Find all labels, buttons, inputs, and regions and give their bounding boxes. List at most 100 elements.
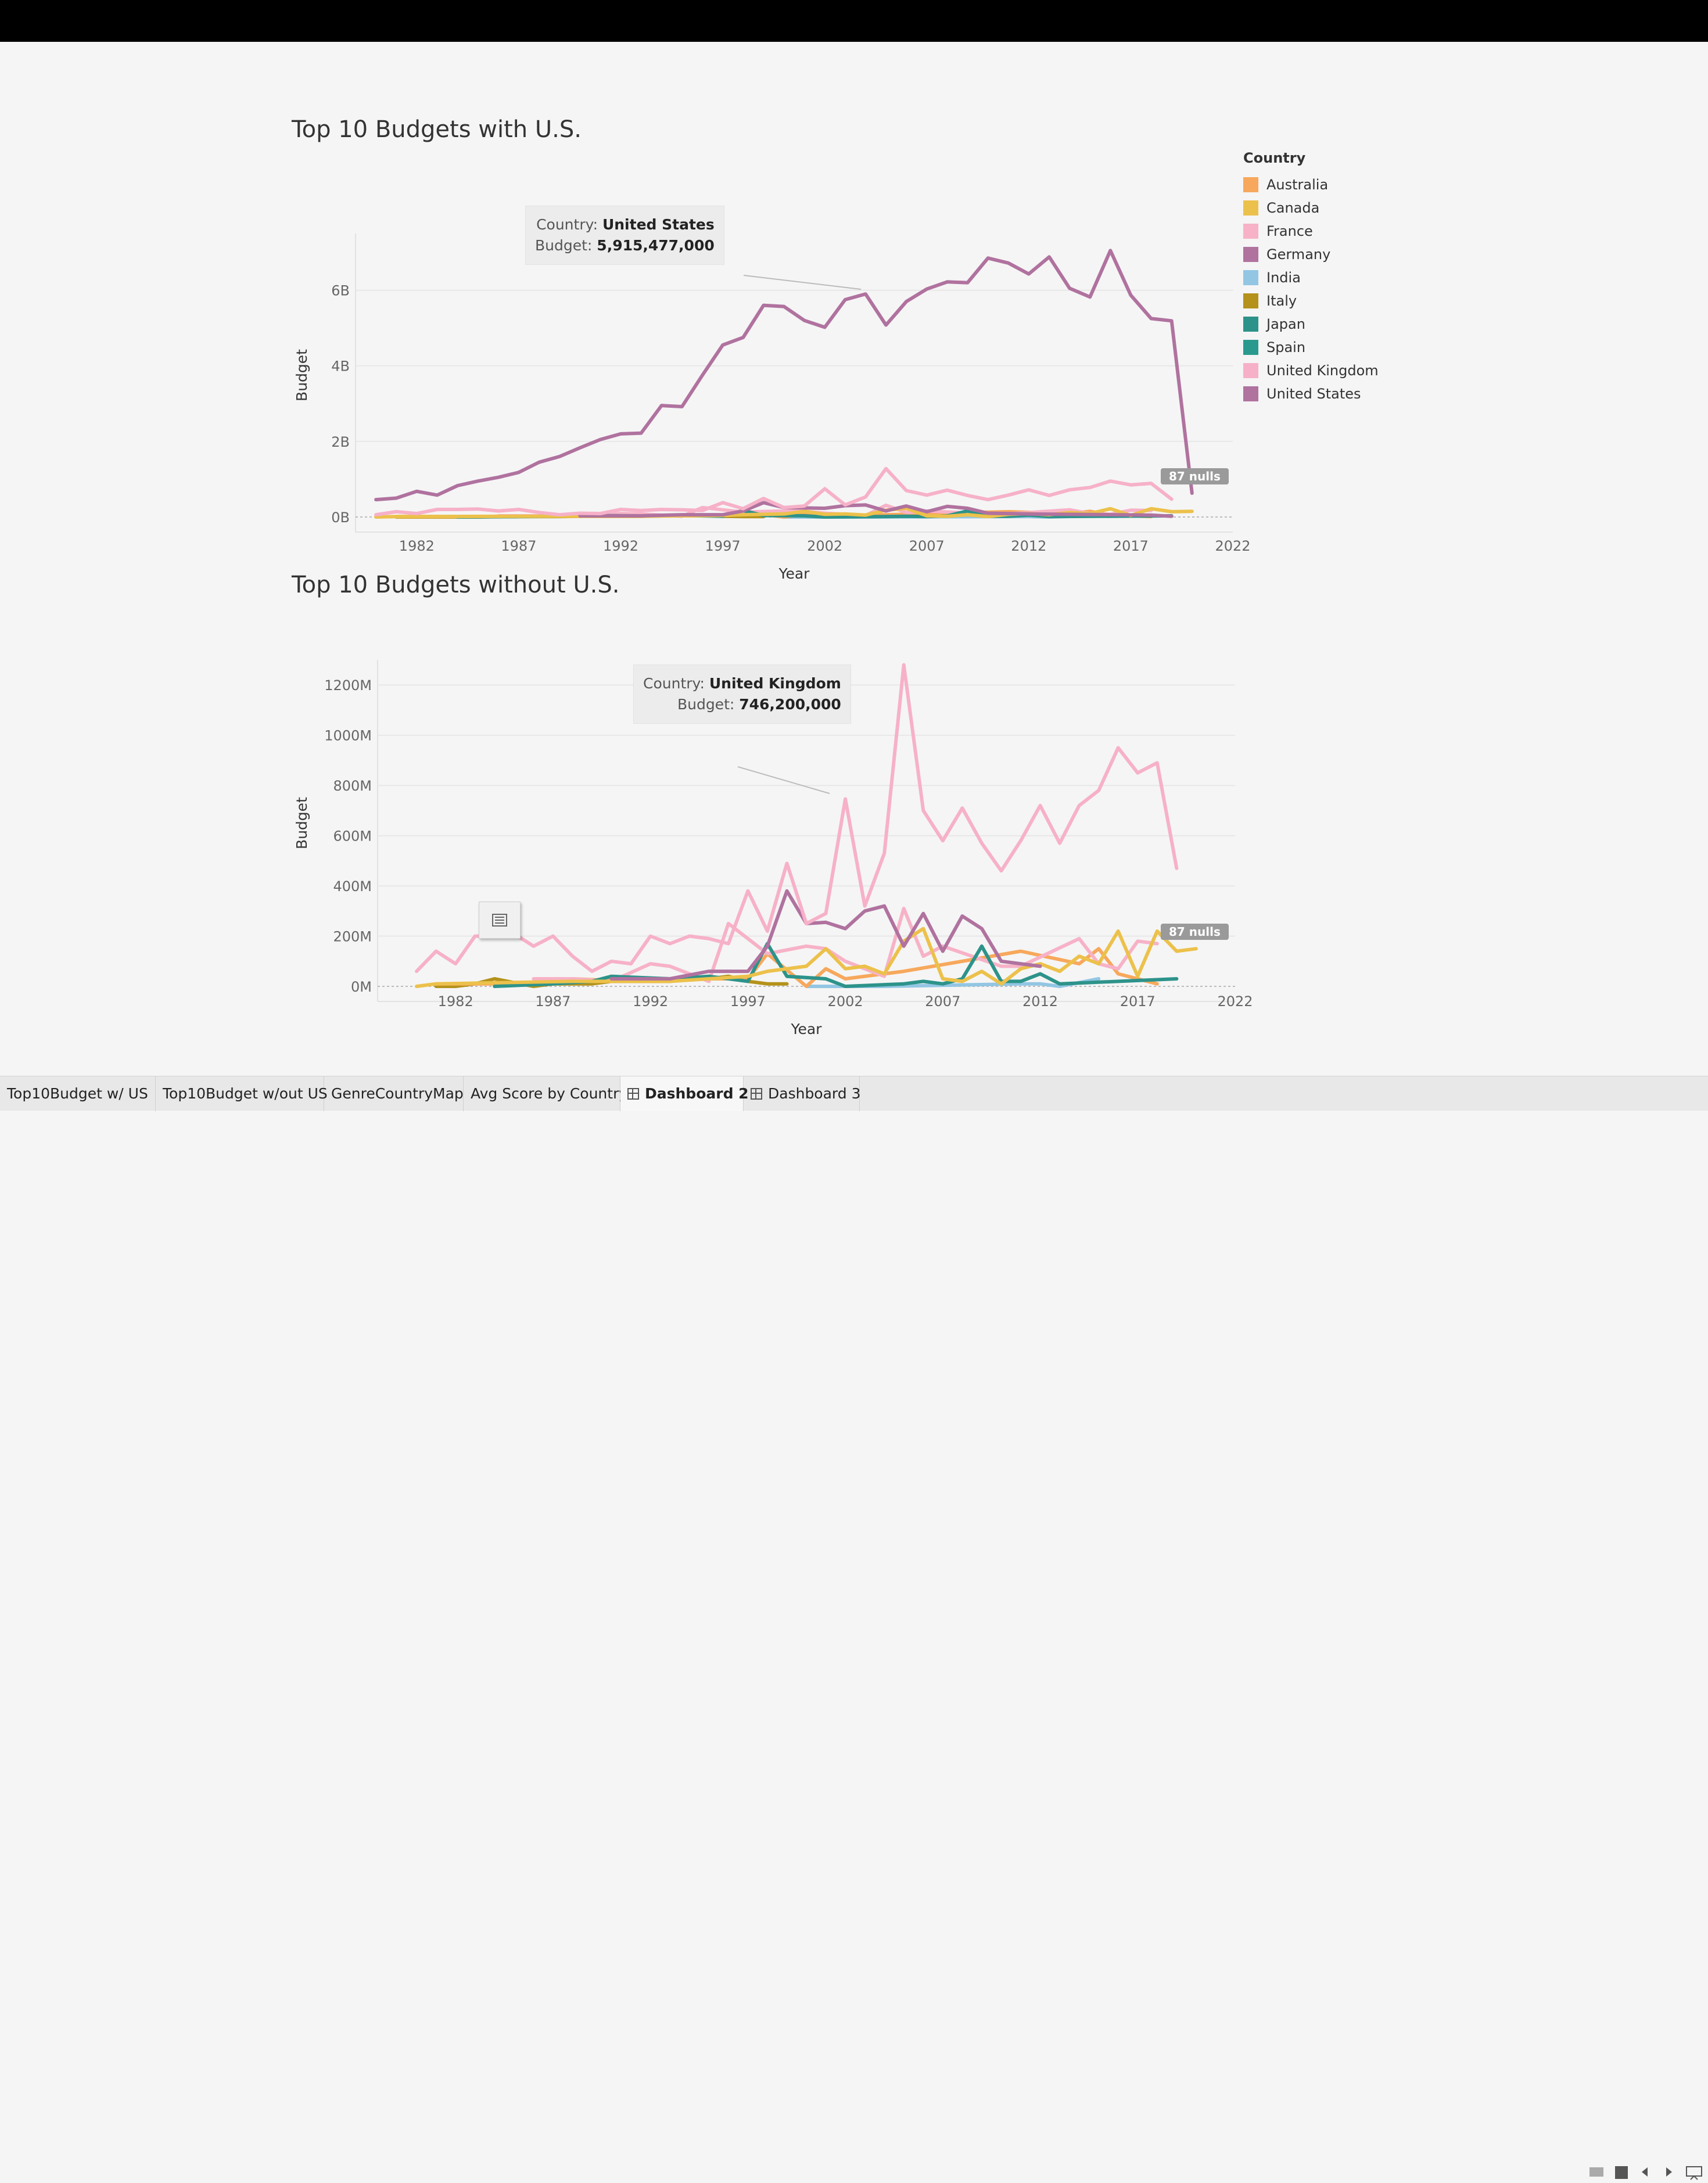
tooltip-country-label: Country: bbox=[536, 216, 598, 233]
y-tick-label: 200M bbox=[333, 929, 372, 945]
y-tick-label: 0B bbox=[331, 509, 350, 526]
sheet-tab[interactable]: Avg Score by Country bbox=[464, 1076, 620, 1111]
legend-item[interactable]: Japan bbox=[1243, 313, 1379, 336]
x-tick-label: 1997 bbox=[730, 993, 766, 1010]
dashboard-grid-icon bbox=[751, 1088, 762, 1100]
sheet-tab[interactable]: Top10Budget w/ US bbox=[0, 1076, 156, 1111]
tooltip-pointer bbox=[744, 275, 861, 289]
x-tick-label: 2022 bbox=[1217, 993, 1253, 1010]
legend-swatch bbox=[1243, 340, 1258, 355]
x-tick-label: 2002 bbox=[828, 993, 863, 1010]
legend-swatch bbox=[1243, 317, 1258, 332]
x-axis-title: Year bbox=[791, 1021, 823, 1037]
y-axis-title: Budget bbox=[293, 349, 310, 401]
sheet-tab-label: Dashboard 2 bbox=[645, 1085, 749, 1102]
x-tick-label: 1997 bbox=[705, 538, 741, 554]
legend-label: India bbox=[1266, 270, 1301, 286]
legend-label: France bbox=[1266, 223, 1313, 239]
x-axis-title: Year bbox=[778, 565, 810, 582]
legend-label: Japan bbox=[1266, 316, 1305, 332]
filmstrip-view-icon[interactable] bbox=[1589, 2166, 1603, 2181]
y-axis-title: Budget bbox=[293, 797, 310, 849]
sheet-tab-label: Dashboard 3 bbox=[768, 1085, 861, 1102]
sheet-tab-label: Top10Budget w/out US bbox=[163, 1085, 328, 1102]
nulls-indicator-without-us[interactable]: 87 nulls bbox=[1161, 924, 1229, 940]
legend-item[interactable]: United Kingdom bbox=[1243, 359, 1379, 382]
y-tick-label: 2B bbox=[331, 434, 350, 450]
legend-swatch bbox=[1243, 293, 1258, 308]
tooltip-country-value: United States bbox=[602, 216, 715, 233]
y-tick-label: 4B bbox=[331, 358, 350, 375]
tooltip-with-us: Country: United States Budget: 5,915,477… bbox=[525, 206, 724, 265]
tabs-view-icon[interactable] bbox=[1615, 2166, 1628, 2182]
x-tick-label: 1987 bbox=[535, 993, 570, 1010]
legend-label: Australia bbox=[1266, 177, 1328, 193]
legend-item[interactable]: France bbox=[1243, 220, 1379, 243]
legend-swatch bbox=[1243, 200, 1258, 216]
x-tick-label: 2007 bbox=[925, 993, 960, 1010]
legend-item[interactable]: Italy bbox=[1243, 289, 1379, 313]
legend-swatch bbox=[1243, 224, 1258, 239]
previous-sheet-icon[interactable] bbox=[1641, 2166, 1649, 2181]
x-tick-label: 2022 bbox=[1215, 538, 1250, 554]
legend-item[interactable]: United States bbox=[1243, 382, 1379, 405]
legend-swatch bbox=[1243, 247, 1258, 262]
sheet-tab-label: Top10Budget w/ US bbox=[7, 1085, 148, 1102]
x-tick-label: 2017 bbox=[1113, 538, 1149, 554]
nulls-indicator-with-us[interactable]: 87 nulls bbox=[1161, 468, 1229, 484]
series-line-united-states bbox=[376, 250, 1192, 500]
y-tick-label: 1200M bbox=[324, 677, 372, 694]
next-sheet-icon[interactable] bbox=[1665, 2166, 1673, 2181]
x-tick-label: 2012 bbox=[1022, 993, 1058, 1010]
sheet-tab[interactable]: Top10Budget w/out US bbox=[156, 1076, 324, 1111]
y-tick-label: 0M bbox=[351, 979, 372, 995]
tooltip-budget-label: Budget: bbox=[677, 696, 734, 713]
legend-label: United Kingdom bbox=[1266, 362, 1379, 379]
legend-label: Spain bbox=[1266, 339, 1305, 356]
top-black-bar bbox=[0, 0, 1708, 42]
arrow-left-icon bbox=[1641, 2166, 1649, 2178]
x-tick-label: 1992 bbox=[603, 538, 638, 554]
tooltip-pointer bbox=[738, 767, 830, 794]
legend-item[interactable]: India bbox=[1243, 266, 1379, 289]
legend-label: United States bbox=[1266, 386, 1361, 402]
tooltip-budget-value: 746,200,000 bbox=[739, 696, 841, 713]
dashboard-grid-icon bbox=[627, 1088, 639, 1100]
series-line-united-kingdom bbox=[376, 469, 1172, 515]
presentation-mode-icon[interactable] bbox=[1686, 2166, 1702, 2183]
x-tick-label: 2007 bbox=[909, 538, 945, 554]
legend-item[interactable]: Spain bbox=[1243, 336, 1379, 359]
legend-item[interactable]: Canada bbox=[1243, 196, 1379, 220]
tooltip-budget-value: 5,915,477,000 bbox=[597, 237, 714, 254]
y-tick-label: 6B bbox=[331, 283, 350, 299]
sheet-tab-label: Avg Score by Country bbox=[471, 1085, 627, 1102]
tooltip-without-us: Country: United Kingdom Budget: 746,200,… bbox=[633, 665, 851, 724]
y-tick-label: 600M bbox=[333, 828, 372, 845]
legend-item[interactable]: Germany bbox=[1243, 243, 1379, 266]
x-tick-label: 1982 bbox=[438, 993, 473, 1010]
legend-swatch bbox=[1243, 363, 1258, 378]
chart-title-without-us: Top 10 Budgets without U.S. bbox=[292, 572, 619, 598]
tooltip-country-value: United Kingdom bbox=[709, 675, 841, 692]
legend-item[interactable]: Australia bbox=[1243, 173, 1379, 196]
sheet-tab[interactable]: Dashboard 3 bbox=[744, 1076, 860, 1111]
country-legend: Country Australia Canada France Germany Indi… bbox=[1243, 150, 1379, 405]
x-tick-label: 2002 bbox=[807, 538, 842, 554]
sheet-tab[interactable]: Dashboard 2 bbox=[620, 1076, 744, 1111]
legend-title: Country bbox=[1243, 150, 1379, 166]
y-tick-label: 400M bbox=[333, 878, 372, 895]
view-data-glyph-icon bbox=[492, 914, 507, 927]
legend-swatch bbox=[1243, 177, 1258, 192]
view-data-icon[interactable] bbox=[479, 902, 521, 939]
tooltip-budget-label: Budget: bbox=[535, 237, 592, 254]
y-tick-label: 800M bbox=[333, 778, 372, 794]
sheet-tab[interactable]: GenreCountryMap bbox=[324, 1076, 464, 1111]
y-tick-label: 1000M bbox=[324, 728, 372, 744]
sheet-tab-label: GenreCountryMap bbox=[331, 1085, 464, 1102]
presentation-icon bbox=[1686, 2166, 1702, 2180]
legend-label: Italy bbox=[1266, 293, 1297, 309]
chart-with-us[interactable]: 0B 2B 4B 6B 1982 1987 1992 1997 2002 2007 2012 2017… bbox=[0, 42, 1708, 1076]
arrow-right-icon bbox=[1665, 2166, 1673, 2178]
